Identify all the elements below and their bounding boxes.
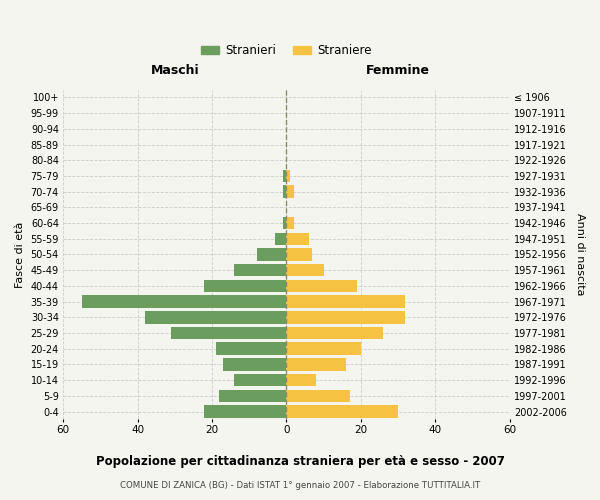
Bar (286, 390, 350, 402)
Bar (82, 296, 286, 308)
Bar (205, 406, 286, 418)
Bar (234, 374, 286, 386)
Bar (283, 170, 286, 182)
Bar (286, 311, 406, 324)
Text: COMUNE DI ZANICA (BG) - Dati ISTAT 1° gennaio 2007 - Elaborazione TUTTITALIA.IT: COMUNE DI ZANICA (BG) - Dati ISTAT 1° ge… (120, 480, 480, 490)
Bar (283, 217, 286, 230)
Y-axis label: Fasce di età: Fasce di età (15, 222, 25, 288)
Bar (286, 248, 313, 261)
Legend: Stranieri, Straniere: Stranieri, Straniere (196, 40, 376, 62)
Bar (286, 296, 406, 308)
Bar (220, 390, 286, 402)
Bar (286, 374, 316, 386)
Text: Maschi: Maschi (151, 64, 199, 77)
Bar (286, 217, 294, 230)
Bar (286, 342, 361, 355)
Bar (286, 170, 290, 182)
Text: Femmine: Femmine (366, 64, 430, 77)
Bar (275, 232, 286, 245)
Bar (257, 248, 286, 261)
Bar (171, 327, 286, 340)
Bar (286, 358, 346, 370)
Bar (145, 311, 286, 324)
Bar (286, 264, 323, 276)
Bar (286, 186, 294, 198)
Bar (234, 264, 286, 276)
Y-axis label: Anni di nascita: Anni di nascita (575, 213, 585, 296)
Bar (223, 358, 286, 370)
Bar (205, 280, 286, 292)
Bar (286, 280, 357, 292)
Bar (286, 406, 398, 418)
Bar (286, 327, 383, 340)
Text: Popolazione per cittadinanza straniera per età e sesso - 2007: Popolazione per cittadinanza straniera p… (95, 455, 505, 468)
Bar (286, 232, 308, 245)
Bar (215, 342, 286, 355)
Bar (283, 186, 286, 198)
